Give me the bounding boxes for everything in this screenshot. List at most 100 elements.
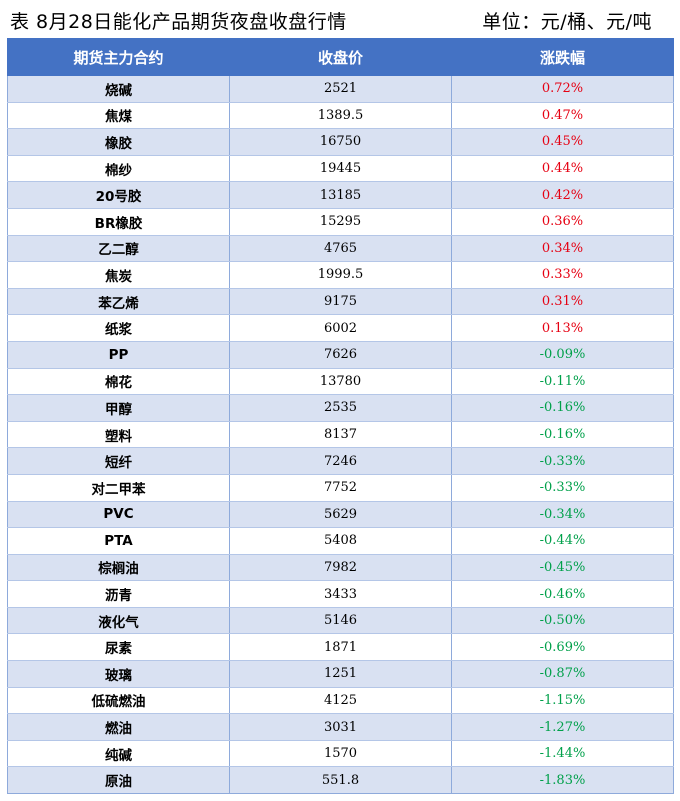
contract-name: 乙二醇 [7,235,230,263]
close-price: 7626 [229,341,452,369]
close-price: 3433 [229,580,452,608]
change-percent: -0.33% [451,474,674,502]
close-price: 2535 [229,394,452,422]
header-row: 期货主力合约 收盘价 涨跌幅 [7,38,674,76]
contract-name: 焦炭 [7,261,230,289]
contract-name: PTA [7,527,230,555]
contract-name: 低硫燃油 [7,687,230,715]
change-percent: 0.72% [451,75,674,103]
table-row: BR橡胶 15295 0.36% [7,208,674,236]
change-percent: -1.27% [451,713,674,741]
contract-name: 焦煤 [7,102,230,130]
change-percent: 0.42% [451,181,674,209]
change-percent: -0.44% [451,527,674,555]
contract-name: BR橡胶 [7,208,230,236]
contract-name: 棉纱 [7,155,230,183]
close-price: 7752 [229,474,452,502]
close-price: 13780 [229,368,452,396]
change-percent: -1.83% [451,766,674,795]
contract-name: 烧碱 [7,75,230,103]
contract-name: 燃油 [7,713,230,741]
change-percent: -0.46% [451,580,674,608]
table-row: 20号胶 13185 0.42% [7,181,674,209]
change-percent: -0.16% [451,421,674,449]
table-row: 棕榈油 7982 -0.45% [7,554,674,582]
close-price: 4765 [229,235,452,263]
contract-name: 甲醇 [7,394,230,422]
change-percent: 0.36% [451,208,674,236]
change-percent: 0.33% [451,261,674,289]
table-row: 塑料 8137 -0.16% [7,421,674,449]
close-price: 2521 [229,75,452,103]
contract-name: 对二甲苯 [7,474,230,502]
close-price: 5629 [229,501,452,529]
change-percent: 0.34% [451,235,674,263]
table-row: 纸浆 6002 0.13% [7,314,674,342]
contract-name: 苯乙烯 [7,288,230,316]
table-title: 表 8月28日能化产品期货夜盘收盘行情 [10,11,347,33]
close-price: 6002 [229,314,452,342]
close-price: 15295 [229,208,452,236]
contract-name: 液化气 [7,607,230,635]
contract-name: 20号胶 [7,181,230,209]
change-percent: -0.34% [451,501,674,529]
table-row: 乙二醇 4765 0.34% [7,235,674,263]
table-row: 棉花 13780 -0.11% [7,368,674,396]
table-row: PVC 5629 -0.34% [7,501,674,529]
close-price: 4125 [229,687,452,715]
change-percent: -0.50% [451,607,674,635]
change-percent: -0.69% [451,633,674,662]
close-price: 8137 [229,421,452,449]
close-price: 19445 [229,155,452,183]
change-percent: -1.44% [451,740,674,768]
table-row: 烧碱 2521 0.72% [7,75,674,103]
table-row: PTA 5408 -0.44% [7,527,674,555]
table-row: 原油 551.8 -1.83% [7,766,674,795]
close-price: 7982 [229,554,452,582]
table-row: 沥青 3433 -0.46% [7,580,674,608]
close-price: 5408 [229,527,452,555]
close-price: 7246 [229,447,452,475]
change-percent: -1.15% [451,687,674,715]
table-row: 玻璃 1251 -0.87% [7,660,674,688]
contract-name: 沥青 [7,580,230,608]
change-percent: 0.47% [451,102,674,130]
close-price: 1570 [229,740,452,768]
contract-name: 纸浆 [7,314,230,342]
contract-name: 短纤 [7,447,230,475]
table-row: 棉纱 19445 0.44% [7,155,674,183]
close-price: 3031 [229,713,452,741]
header-change: 涨跌幅 [451,38,674,76]
change-percent: -0.11% [451,368,674,396]
contract-name: 纯碱 [7,740,230,768]
unit-note: 单位：元/桶、元/吨 [482,11,652,33]
table-row: 尿素 1871 -0.69% [7,633,674,662]
table-row: 燃油 3031 -1.27% [7,713,674,741]
table-body: 烧碱 2521 0.72% 焦煤 1389.5 0.47% 橡胶 16750 0.45% 棉纱 19… [7,75,674,795]
header-contract: 期货主力合约 [7,38,230,76]
change-percent: 0.31% [451,288,674,316]
table-row: 短纤 7246 -0.33% [7,447,674,475]
table-row: 焦煤 1389.5 0.47% [7,102,674,130]
table-row: 纯碱 1570 -1.44% [7,740,674,768]
header-close: 收盘价 [229,38,452,76]
close-price: 5146 [229,607,452,635]
change-percent: -0.33% [451,447,674,475]
contract-name: 尿素 [7,633,230,662]
close-price: 13185 [229,181,452,209]
contract-name: 玻璃 [7,660,230,688]
futures-table: 期货主力合约 收盘价 涨跌幅 烧碱 2521 0.72% 焦煤 1389.5 0.47% 橡… [7,38,674,795]
change-percent: 0.13% [451,314,674,342]
change-percent: -0.16% [451,394,674,422]
close-price: 1999.5 [229,261,452,289]
contract-name: PVC [7,501,230,529]
table-header: 期货主力合约 收盘价 涨跌幅 [7,38,674,76]
table-row: 液化气 5146 -0.50% [7,607,674,635]
table-row: 对二甲苯 7752 -0.33% [7,474,674,502]
change-percent: -0.09% [451,341,674,369]
table-row: 甲醇 2535 -0.16% [7,394,674,422]
contract-name: 棉花 [7,368,230,396]
contract-name: 塑料 [7,421,230,449]
table-row: PP 7626 -0.09% [7,341,674,369]
close-price: 551.8 [229,766,452,795]
